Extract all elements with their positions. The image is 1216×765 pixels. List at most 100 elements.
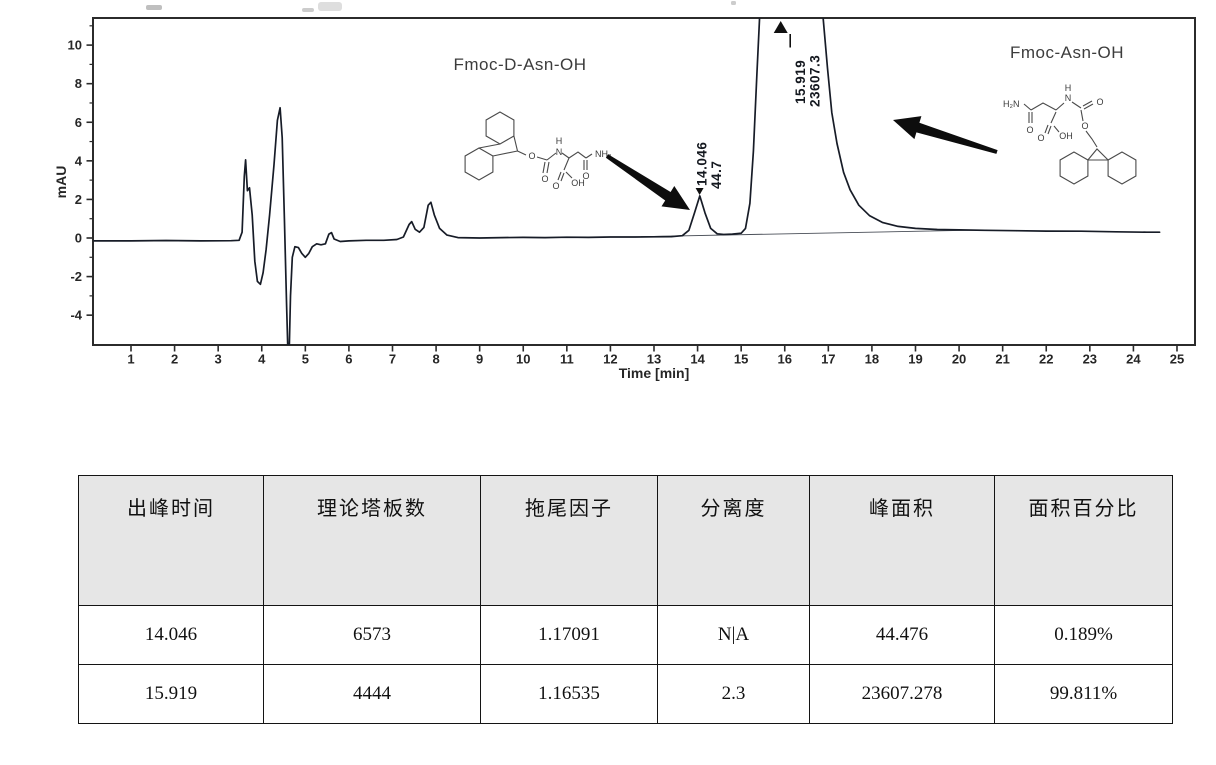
cell-area-percent: 0.189% bbox=[994, 605, 1173, 665]
bond-skeleton bbox=[1023, 100, 1137, 185]
x-tick-label: 5 bbox=[302, 352, 309, 367]
atom-O-right: O bbox=[1096, 97, 1103, 107]
atom-H: H bbox=[1065, 83, 1072, 93]
right-structure: H₂N O N H O O O OH bbox=[1003, 83, 1137, 185]
x-tick-label: 4 bbox=[258, 352, 266, 367]
x-tick-label: 2 bbox=[171, 352, 178, 367]
y-tick-label: -4 bbox=[70, 308, 82, 323]
x-tick-label: 21 bbox=[995, 352, 1009, 367]
x-tick-label: 10 bbox=[516, 352, 530, 367]
left-structure: O O N H O OH O NH₂ bbox=[464, 111, 612, 191]
x-tick-label: 20 bbox=[952, 352, 966, 367]
y-tick-label: 0 bbox=[75, 231, 82, 246]
x-tick-label: 23 bbox=[1083, 352, 1097, 367]
x-axis-label: Time [min] bbox=[619, 365, 690, 381]
x-tick-label: 1 bbox=[127, 352, 134, 367]
apex-marker-icon bbox=[695, 187, 704, 195]
x-tick-label: 25 bbox=[1170, 352, 1184, 367]
offscale-apex-marker-icon bbox=[773, 21, 788, 33]
table-row: 14.046 6573 1.17091 N|A 44.476 0.189% bbox=[78, 605, 1173, 665]
atom-O-ester: O bbox=[528, 151, 535, 161]
cell-peak-time: 14.046 bbox=[78, 605, 264, 665]
results-table: 出峰时间 理论塔板数 拖尾因子 分离度 峰面积 面积百分比 14.046 657… bbox=[78, 475, 1173, 724]
atom-OH: OH bbox=[1059, 131, 1073, 141]
x-tick-label: 8 bbox=[432, 352, 439, 367]
atom-O-acid: O bbox=[1037, 133, 1044, 143]
minor-peak-arrow-icon bbox=[605, 154, 690, 210]
peak-rt-label: 15.919 bbox=[793, 60, 808, 104]
x-tick-label: 6 bbox=[345, 352, 352, 367]
x-axis: 1 2 3 4 5 6 7 8 9 10 11 12 13 14 15 16 17 18 19 20 21 22 23 24 2… bbox=[127, 345, 1184, 367]
header-peak-area: 峰面积 bbox=[809, 475, 995, 606]
atom-O-carbonyl: O bbox=[541, 174, 548, 184]
results-table-head: 出峰时间 理论塔板数 拖尾因子 分离度 峰面积 面积百分比 bbox=[78, 475, 1173, 606]
cell-area-percent: 99.811% bbox=[994, 664, 1173, 724]
y-tick-label: 2 bbox=[75, 192, 82, 207]
peak-annotations: 14.046 44.7 15.919 23607.3 bbox=[695, 21, 823, 195]
chromatogram-trace bbox=[93, 18, 1161, 345]
integration-baseline bbox=[640, 229, 986, 238]
x-tick-label: 15 bbox=[734, 352, 748, 367]
atom-H: H bbox=[556, 136, 563, 146]
x-tick-label: 14 bbox=[690, 352, 705, 367]
x-tick-label: 9 bbox=[476, 352, 483, 367]
atom-O-acid: O bbox=[552, 181, 559, 191]
cell-theoretical-plates: 4444 bbox=[263, 664, 481, 724]
right-compound-name: Fmoc-Asn-OH bbox=[1010, 43, 1124, 62]
x-tick-label: 19 bbox=[908, 352, 922, 367]
cell-tailing-factor: 1.16535 bbox=[480, 664, 658, 724]
y-tick-label: 10 bbox=[68, 38, 82, 53]
table-row: 15.919 4444 1.16535 2.3 23607.278 99.811… bbox=[78, 664, 1173, 724]
header-peak-time: 出峰时间 bbox=[78, 475, 264, 606]
x-tick-label: 22 bbox=[1039, 352, 1053, 367]
y-axis: -4 -2 0 2 4 6 8 10 bbox=[68, 25, 93, 323]
table-header-row: 出峰时间 理论塔板数 拖尾因子 分离度 峰面积 面积百分比 bbox=[78, 475, 1173, 606]
x-tick-label: 24 bbox=[1126, 352, 1141, 367]
cell-peak-area: 44.476 bbox=[809, 605, 995, 665]
header-tailing-factor: 拖尾因子 bbox=[480, 475, 658, 606]
left-compound-name: Fmoc-D-Asn-OH bbox=[453, 55, 586, 74]
y-tick-label: 8 bbox=[75, 76, 82, 91]
cell-resolution: 2.3 bbox=[657, 664, 810, 724]
x-tick-label: 7 bbox=[389, 352, 396, 367]
results-table-body: 14.046 6573 1.17091 N|A 44.476 0.189% 15… bbox=[78, 605, 1173, 724]
x-tick-label: 13 bbox=[647, 352, 661, 367]
bond-skeleton bbox=[464, 111, 593, 182]
y-tick-label: -2 bbox=[70, 269, 82, 284]
x-tick-label: 18 bbox=[865, 352, 879, 367]
pointer-arrows bbox=[605, 116, 998, 210]
x-tick-label: 12 bbox=[603, 352, 617, 367]
peak-rt-label: 14.046 bbox=[695, 142, 710, 186]
header-theoretical-plates: 理论塔板数 bbox=[263, 475, 481, 606]
x-tick-label: 17 bbox=[821, 352, 835, 367]
atom-NH2: NH₂ bbox=[595, 149, 612, 159]
atom-O-carbonyl: O bbox=[1026, 125, 1033, 135]
atom-OH: OH bbox=[571, 178, 585, 188]
major-peak-arrow-icon bbox=[893, 116, 998, 154]
atom-N: N bbox=[1065, 93, 1072, 103]
atom-O-side: O bbox=[582, 171, 589, 181]
y-axis-label: mAU bbox=[53, 166, 69, 199]
x-tick-label: 3 bbox=[215, 352, 222, 367]
cell-resolution: N|A bbox=[657, 605, 810, 665]
signal-trace bbox=[93, 18, 1161, 345]
x-tick-label: 16 bbox=[778, 352, 792, 367]
atom-H2N: H₂N bbox=[1003, 99, 1020, 109]
x-tick-label: 11 bbox=[560, 352, 574, 367]
plot-frame bbox=[92, 17, 1196, 346]
header-resolution: 分离度 bbox=[657, 475, 810, 606]
atom-N: N bbox=[556, 147, 563, 157]
atom-O-ester: O bbox=[1081, 121, 1088, 131]
cell-tailing-factor: 1.17091 bbox=[480, 605, 658, 665]
scan-artifacts bbox=[146, 1, 736, 12]
cell-peak-area: 23607.278 bbox=[809, 664, 995, 724]
cell-theoretical-plates: 6573 bbox=[263, 605, 481, 665]
cell-peak-time: 15.919 bbox=[78, 664, 264, 724]
header-area-percent: 面积百分比 bbox=[994, 475, 1173, 606]
peak-area-label: 44.7 bbox=[709, 161, 724, 189]
peak-area-label: 23607.3 bbox=[808, 55, 823, 107]
y-tick-label: 6 bbox=[75, 115, 82, 130]
y-tick-label: 4 bbox=[75, 153, 83, 168]
